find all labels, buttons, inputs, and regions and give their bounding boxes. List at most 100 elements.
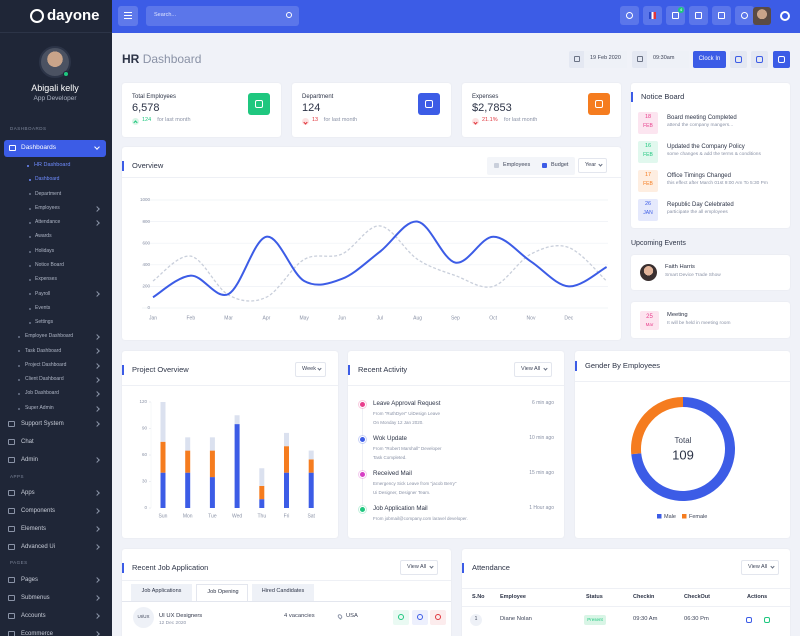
header-icon-button[interactable] (730, 51, 747, 68)
year-dropdown[interactable]: Year (578, 158, 607, 173)
submenu-item[interactable]: Client Dashboard (25, 376, 64, 383)
legend-label: Male (664, 514, 676, 520)
x-tick-label: Wed (232, 513, 242, 519)
active-menu-item[interactable] (4, 140, 106, 157)
icon-button[interactable]: 4 (666, 6, 685, 25)
menu-item[interactable]: Accounts (21, 612, 46, 619)
location-icon (336, 613, 344, 620)
tab[interactable]: Hired Candidates (252, 584, 314, 601)
menu-item[interactable]: Advanced Ui (21, 543, 56, 550)
submenu-item[interactable]: Holidays (35, 247, 55, 254)
submenu-item[interactable]: Dashboard (35, 176, 60, 183)
tab[interactable]: Job Opening (196, 584, 248, 601)
menu-item[interactable]: Admin (21, 456, 39, 463)
action-button[interactable] (430, 610, 446, 625)
date-day: 16 (644, 143, 652, 150)
title-accent (122, 161, 124, 171)
action-button[interactable] (742, 613, 756, 627)
stat-value: 124 (302, 101, 321, 114)
menu-item[interactable]: Submenus (21, 594, 50, 601)
week-dropdown[interactable]: Week (295, 362, 326, 377)
tab[interactable]: Job Applications (131, 584, 192, 601)
icon-glyph (741, 12, 748, 19)
header-icon-button[interactable] (773, 51, 790, 68)
search-box[interactable]: Search... (146, 6, 299, 26)
x-tick-label: Jul (377, 315, 383, 321)
icon-glyph (672, 12, 679, 19)
icon-button[interactable] (735, 6, 754, 25)
table-header: Checkin (633, 593, 655, 600)
date-badge: 17 FEB (638, 170, 658, 192)
stat-card: Department 124 13 for last month (292, 83, 451, 137)
icon-button[interactable] (643, 6, 662, 25)
clock-in-button[interactable]: Clock In (693, 51, 726, 68)
date-badge: 25 Mar (640, 311, 659, 330)
menu-item[interactable]: Support System (21, 420, 64, 427)
view-all-button[interactable]: View All (400, 560, 438, 575)
view-all-button[interactable]: View All (514, 362, 552, 377)
submenu-item[interactable]: Department (35, 190, 62, 197)
menu-toggle[interactable] (118, 6, 138, 26)
activity-time: 6 min ago (532, 400, 554, 407)
icon-button[interactable] (712, 6, 731, 25)
date-day: 25 (646, 313, 653, 320)
menu-item[interactable]: Pages (21, 576, 39, 583)
submenu-item[interactable]: Employee Dashboard (25, 333, 74, 340)
settings-button[interactable] (777, 8, 793, 24)
menu-item[interactable]: Dashboards (21, 143, 57, 151)
card-title: Overview (132, 160, 164, 170)
bar-segment (185, 450, 191, 473)
notice-text: some changes & add the terms & condition… (667, 152, 761, 158)
x-tick-label: Oct (489, 315, 497, 321)
icon-button[interactable] (689, 6, 708, 25)
view-all-button[interactable]: View All (741, 560, 779, 575)
submenu-item[interactable]: Awards (35, 233, 52, 240)
date-badge: 16 FEB (638, 141, 658, 163)
x-tick-label: Sat (307, 513, 315, 519)
sidebar-header (0, 0, 112, 33)
event-avatar (640, 264, 657, 281)
profile-avatar[interactable] (753, 7, 771, 25)
menu-item[interactable]: Ecommerce (21, 630, 54, 636)
chevron (94, 391, 100, 398)
job-badge: UI/UX (133, 607, 154, 628)
menu-item[interactable]: Apps (21, 489, 35, 496)
y-tick-label: 60 (142, 452, 148, 457)
bar-segment (308, 450, 314, 460)
menu-item[interactable]: Components (21, 507, 56, 514)
submenu-item[interactable]: Attendance (35, 219, 61, 226)
submenu-item[interactable]: Expenses (35, 276, 57, 283)
menu-item[interactable]: Chat (21, 438, 34, 445)
submenu-item[interactable]: Settings (35, 319, 54, 326)
action-button[interactable] (393, 610, 409, 625)
header-icon-button[interactable] (751, 51, 768, 68)
submenu-item[interactable]: Payroll (35, 290, 51, 297)
notice-title: Updated the Company Policy (667, 143, 745, 150)
legend-swatch (657, 514, 662, 519)
submenu-item[interactable]: Notice Board (35, 262, 64, 269)
menu-item[interactable]: Elements (21, 525, 47, 532)
y-tick-label: 30 (142, 479, 148, 484)
submenu-item[interactable]: Events (35, 304, 51, 311)
view-all-button-label: View All (521, 365, 541, 372)
icon-button[interactable] (620, 6, 639, 25)
table-header: Status (586, 593, 603, 600)
submenu-item[interactable]: Super Admin (25, 404, 54, 411)
submenu-item[interactable]: Job Dashboard (25, 390, 59, 397)
submenu-title[interactable]: HR Dashboard (34, 161, 71, 168)
time-field: 09:30am (632, 51, 689, 68)
icon-glyph (255, 100, 263, 108)
project-overview-card: Project Overview Week (122, 351, 338, 538)
bullet (18, 336, 20, 338)
y-tick-label: 600 (142, 240, 150, 245)
submenu-item[interactable]: Employees (35, 204, 60, 211)
submenu-item[interactable]: Task Dashboard (25, 347, 62, 354)
legend-label: Employees (503, 161, 531, 168)
search-placeholder: Search... (154, 11, 177, 18)
action-button[interactable] (760, 613, 774, 627)
bullet (27, 165, 29, 167)
activity-time: 1 Hour ago (529, 505, 554, 512)
action-button[interactable] (412, 610, 428, 625)
section-heading: APPS (10, 473, 25, 479)
submenu-item[interactable]: Project Dashboard (25, 361, 67, 368)
